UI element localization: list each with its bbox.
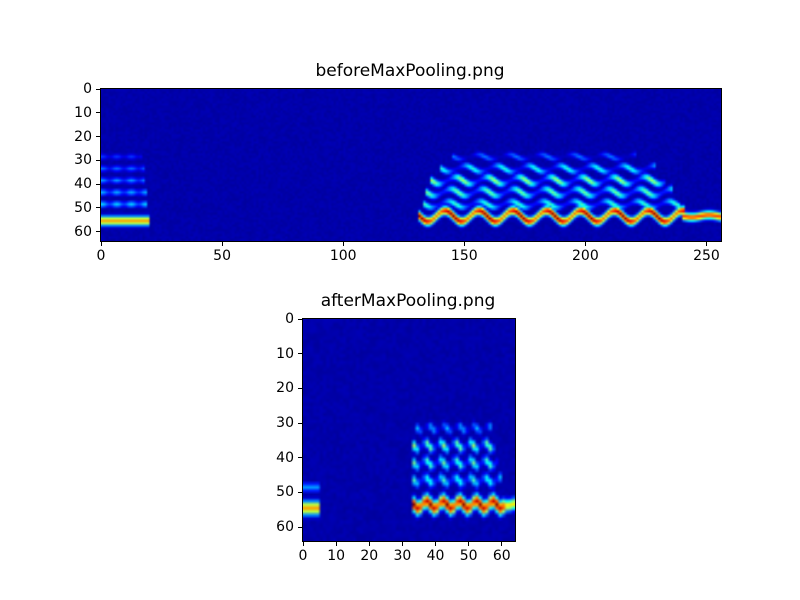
x-tick-mark: [705, 242, 707, 246]
plot-title: beforeMaxPooling.png: [315, 61, 505, 81]
y-tick-label: 20: [74, 128, 92, 145]
x-tick-label: 250: [693, 248, 720, 264]
y-tick-label: 60: [276, 519, 294, 536]
y-tick-label: 10: [276, 345, 294, 362]
x-tick-label: 40: [426, 548, 445, 564]
x-tick-mark: [221, 242, 223, 246]
axes-frame: [302, 318, 516, 542]
x-tick-label: 50: [213, 248, 232, 264]
x-tick-label: 20: [360, 548, 379, 564]
y-tick-label: 50: [74, 199, 92, 216]
x-tick-mark: [584, 242, 586, 246]
x-tick-mark: [342, 242, 344, 246]
y-tick-label: 10: [74, 104, 92, 121]
x-tick-mark: [435, 542, 436, 546]
x-tick-mark: [468, 542, 470, 546]
heatmap-canvas: [101, 89, 721, 241]
x-tick-label: 100: [329, 248, 357, 264]
x-tick-mark: [100, 242, 102, 246]
y-tick-label: 30: [74, 152, 92, 169]
y-tick-label: 0: [83, 81, 92, 97]
x-tick-label: 60: [492, 548, 511, 564]
x-tick-label: 50: [459, 548, 478, 564]
x-tick-mark: [335, 542, 337, 546]
x-tick-label: 30: [393, 548, 412, 564]
heatmap-canvas: [303, 319, 515, 541]
x-tick-label: 10: [327, 548, 346, 564]
x-tick-mark: [463, 242, 465, 246]
y-tick-label: 30: [276, 415, 294, 432]
plot-title: afterMaxPooling.png: [320, 291, 496, 311]
y-tick-label: 0: [285, 311, 294, 327]
x-tick-label: 0: [298, 548, 308, 564]
x-tick-label: 0: [96, 248, 106, 264]
y-tick-label: 60: [74, 223, 92, 240]
x-tick-mark: [501, 542, 503, 546]
x-tick-mark: [302, 542, 304, 546]
axes-frame: [100, 88, 722, 242]
x-tick-label: 150: [450, 248, 478, 264]
x-tick-mark: [368, 542, 370, 546]
y-tick-label: 20: [276, 380, 294, 397]
x-tick-label: 200: [572, 248, 599, 264]
y-tick-label: 40: [276, 449, 294, 466]
y-tick-label: 40: [74, 176, 92, 192]
y-tick-label: 50: [276, 484, 294, 501]
x-tick-mark: [401, 542, 403, 546]
